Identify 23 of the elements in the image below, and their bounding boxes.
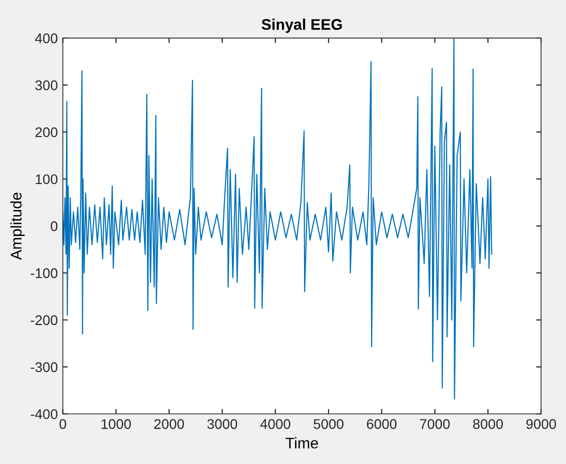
y-tick-label: -400 bbox=[30, 409, 58, 420]
x-tick-label: 4000 bbox=[260, 419, 290, 429]
x-tick-label: 9000 bbox=[526, 419, 556, 429]
y-tick-label: 400 bbox=[35, 33, 58, 44]
x-tick-label: 1000 bbox=[102, 419, 131, 429]
y-tick-label: -200 bbox=[30, 315, 58, 326]
y-tick-label: -300 bbox=[30, 362, 58, 372]
y-axis-title: Amplitude bbox=[10, 192, 25, 260]
y-tick-label: 200 bbox=[35, 127, 58, 138]
x-tick-label: 6000 bbox=[366, 419, 397, 429]
chart-title: Sinyal EEG bbox=[262, 18, 342, 33]
x-tick-label: 3000 bbox=[207, 419, 238, 429]
y-tick-label: 0 bbox=[50, 221, 58, 232]
x-tick-label: 7000 bbox=[420, 419, 450, 429]
x-axis-title: Time bbox=[286, 437, 318, 448]
x-tick-label: 0 bbox=[60, 419, 66, 429]
line-series bbox=[62, 38, 492, 400]
y-tick-label: -100 bbox=[30, 268, 58, 278]
x-tick-label: 2000 bbox=[154, 419, 184, 429]
x-tick-label: 8000 bbox=[473, 419, 503, 429]
y-tick-label: 300 bbox=[35, 80, 58, 90]
x-tick-label: 5000 bbox=[314, 419, 344, 429]
y-tick-label: 100 bbox=[36, 174, 58, 184]
